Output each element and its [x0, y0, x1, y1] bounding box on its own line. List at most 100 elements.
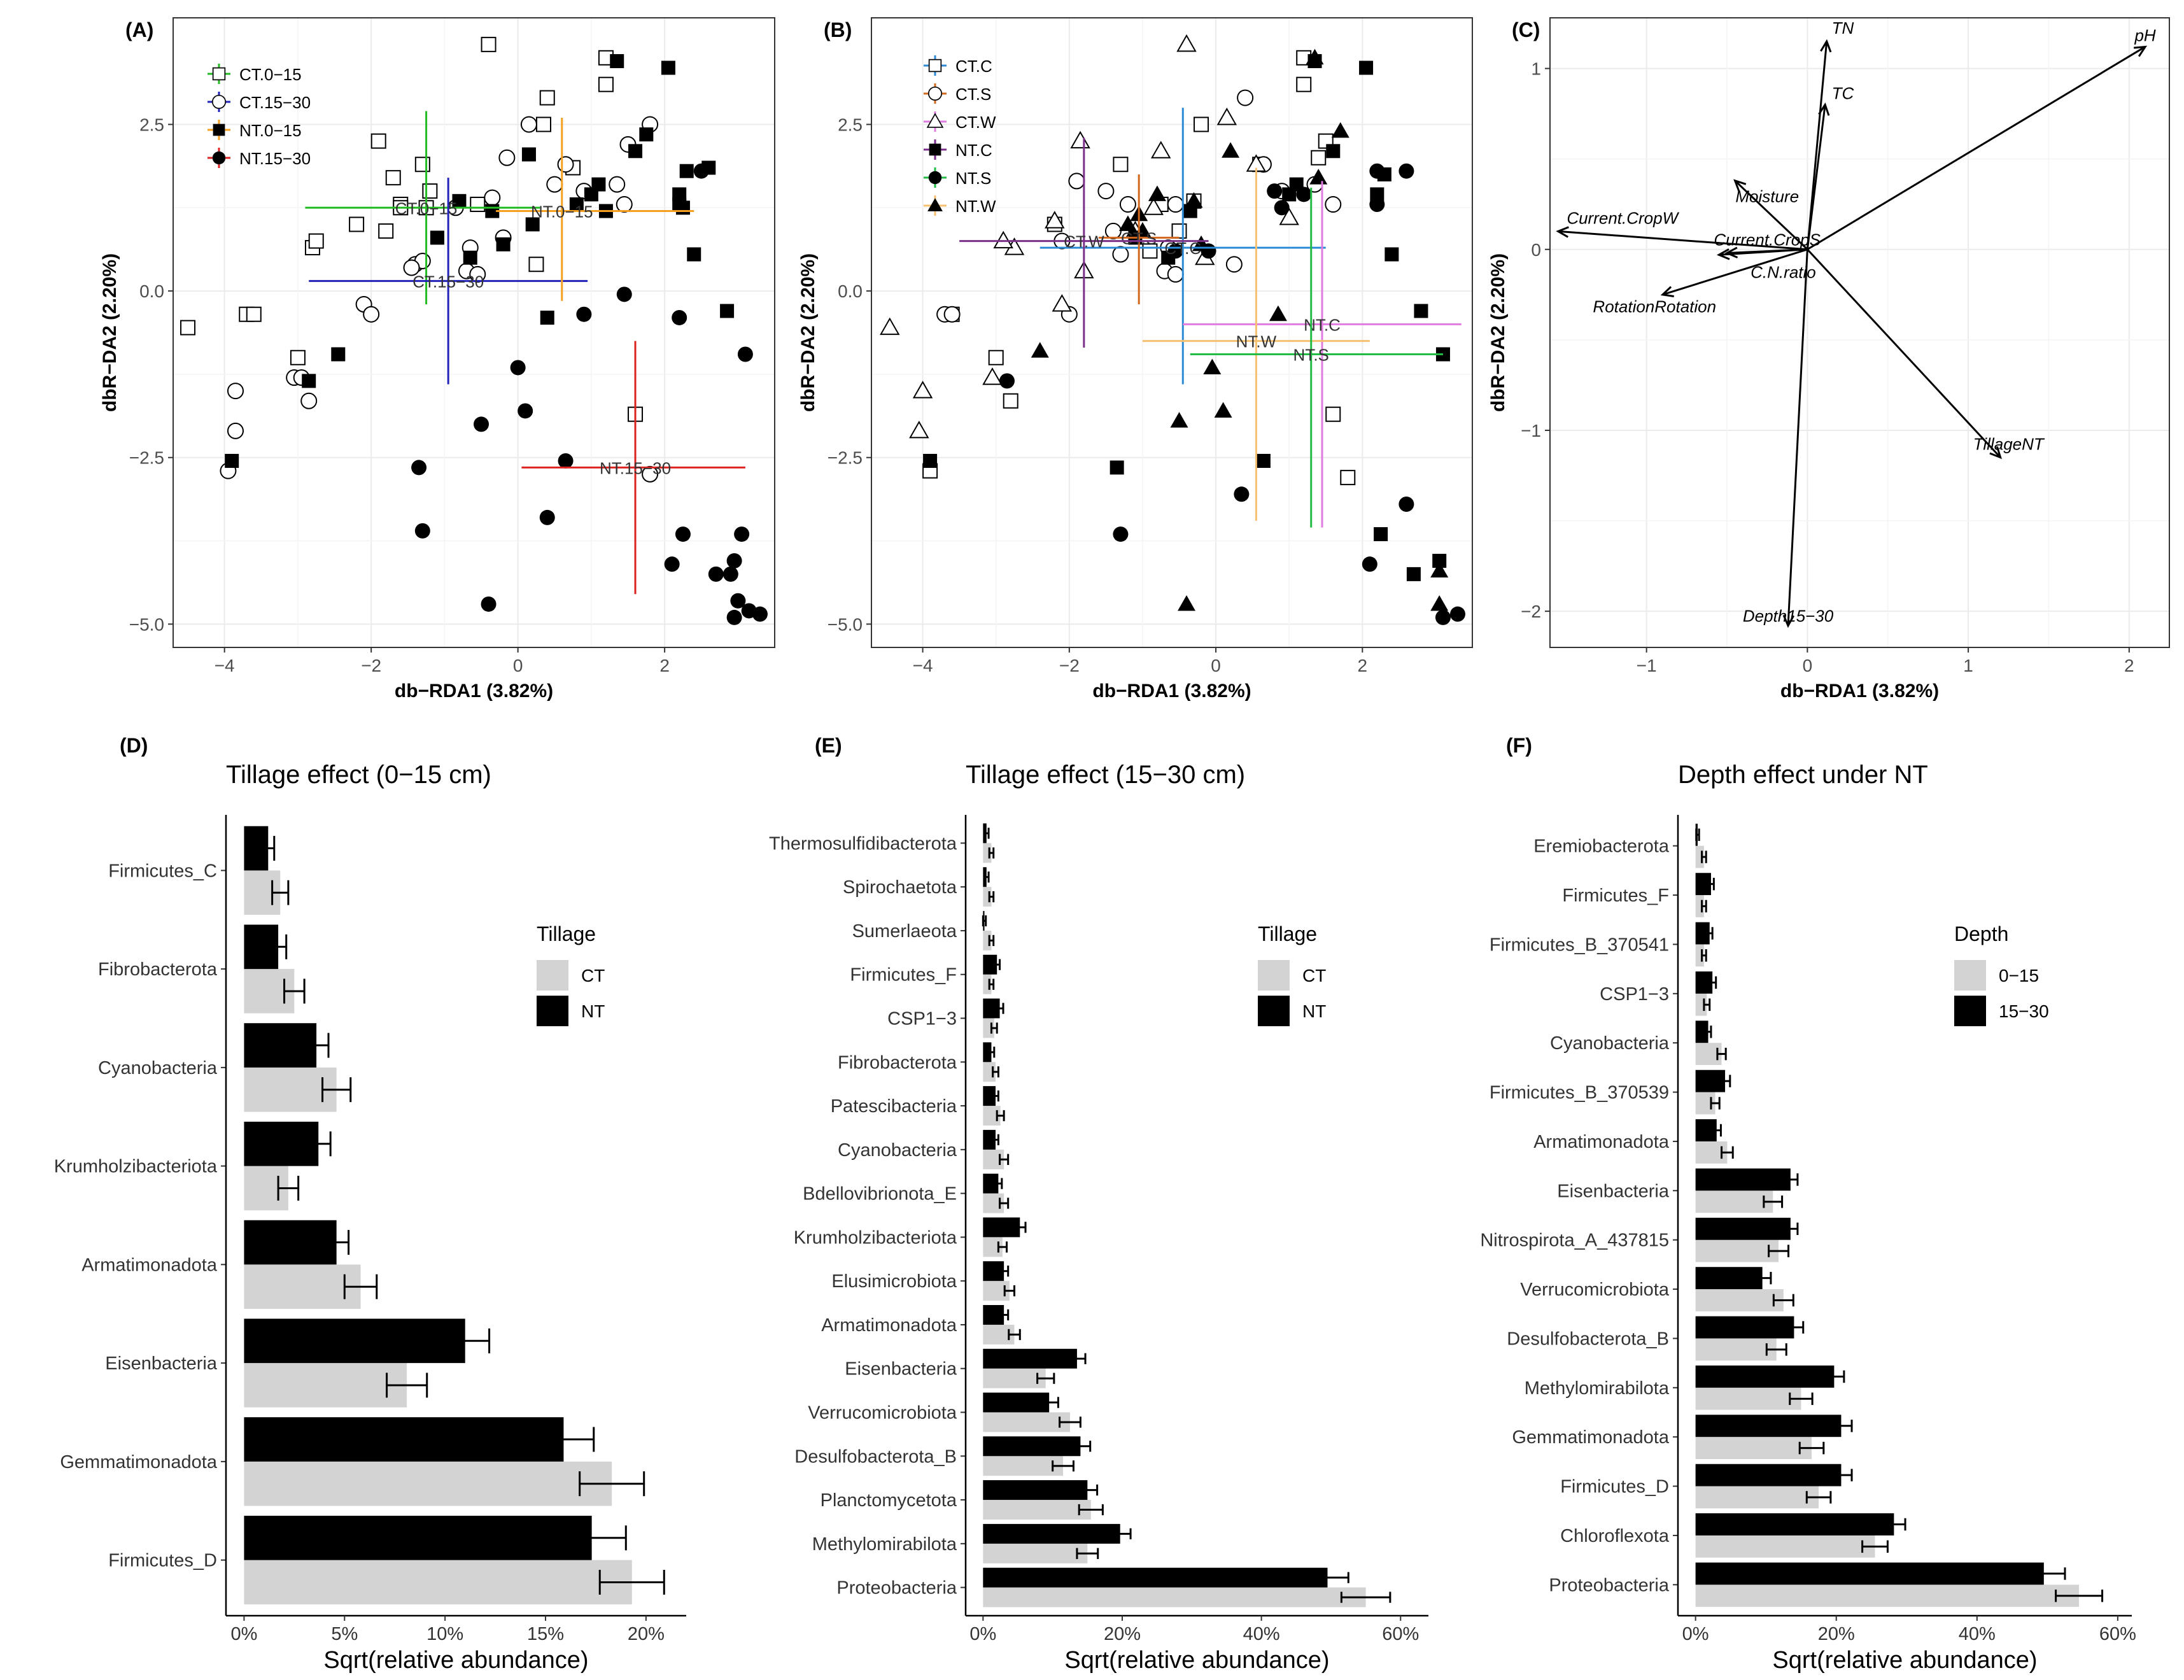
vector-label: Depth15−30: [1743, 607, 1834, 626]
category-label: Eisenbacteria: [105, 1353, 218, 1374]
bar-CT: [983, 1412, 1070, 1432]
data-point: [609, 176, 626, 193]
category-label: Proteobacteria: [1549, 1575, 1669, 1595]
x-tick-label: 5%: [331, 1624, 358, 1644]
x-tick-label: −4: [913, 656, 933, 675]
legend-marker-square-filled: [929, 143, 941, 156]
data-point: [687, 247, 701, 262]
data-point: [370, 133, 386, 149]
x-axis-label: Sqrt(relative abundance): [1064, 1647, 1329, 1674]
x-tick-label: 60%: [2099, 1624, 2136, 1644]
category-label: Methylomirabilota: [1525, 1378, 1670, 1399]
category-label: Fibrobacterota: [98, 959, 218, 980]
x-axis-label: db−RDA1 (3.82%): [395, 681, 553, 702]
vector-label: Moisture: [1735, 187, 1799, 206]
category-label: Sumerlaeota: [852, 921, 957, 942]
chart-title: Tillage effect (0−15 cm): [226, 761, 491, 789]
data-point: [403, 259, 420, 276]
x-axis-label: Sqrt(relative abundance): [323, 1647, 588, 1674]
centroid-NT.S: NT.S: [1190, 187, 1443, 528]
data-point: [1384, 247, 1399, 262]
category-label: Eisenbacteria: [845, 1359, 957, 1380]
bar-NT: [244, 1417, 564, 1462]
category-label: Planctomycetota: [821, 1490, 957, 1511]
data-point: [720, 304, 735, 318]
vector-label: TC: [1832, 83, 1854, 102]
vector-TC: TC: [1806, 83, 1854, 250]
vector-pH: pH: [1807, 25, 2156, 251]
bar-15−30: [1695, 1464, 1842, 1486]
x-tick-label: 20%: [1104, 1624, 1141, 1644]
x-tick-label: −2: [361, 656, 381, 675]
data-point: [672, 309, 687, 325]
centroid-CT.0−15: CT.0−15: [305, 111, 540, 305]
data-point: [1151, 141, 1171, 159]
data-point: [1359, 60, 1374, 75]
category-label: Eremiobacterota: [1533, 836, 1670, 857]
data-point: [1362, 556, 1377, 572]
data-point: [1296, 187, 1312, 202]
data-point: [1194, 116, 1209, 132]
data-point: [1325, 406, 1341, 422]
centroid-label: CT.15−30: [412, 272, 484, 291]
legend-key: [928, 59, 942, 73]
data-point: [557, 156, 574, 173]
bar-NT: [983, 1436, 1081, 1457]
data-point: [1398, 163, 1414, 179]
data-point: [1031, 342, 1049, 358]
category-label: Cyanobacteria: [1550, 1033, 1670, 1054]
y-tick-label: 1: [1531, 59, 1541, 79]
data-point: [430, 230, 444, 245]
data-point: [1234, 486, 1250, 502]
x-tick-label: 0%: [969, 1624, 996, 1644]
data-point: [463, 250, 477, 265]
data-point: [576, 306, 592, 322]
data-point: [1374, 527, 1388, 542]
data-point: [1449, 606, 1465, 622]
bar-CT: [244, 1363, 407, 1408]
vector-arrowhead: [1782, 614, 1795, 628]
legend-label: NT: [581, 1001, 605, 1021]
data-point: [484, 189, 501, 206]
data-point: [1068, 173, 1085, 190]
data-point: [584, 187, 598, 202]
data-point: [1398, 496, 1414, 512]
data-point: [708, 566, 724, 582]
legend-marker-square-open: [212, 67, 226, 81]
x-tick-label: 0%: [230, 1624, 257, 1644]
data-point: [1104, 222, 1122, 239]
legend-marker-triangle-open: [926, 113, 944, 128]
data-point: [1435, 609, 1451, 625]
data-point: [1279, 207, 1299, 225]
vector-arrowhead: [2134, 45, 2148, 57]
panel-label: (B): [824, 18, 852, 41]
x-tick-label: 0: [513, 656, 523, 675]
y-tick-label: −1: [1521, 421, 1541, 441]
data-point: [912, 381, 933, 399]
panel-E: Thermosulfidibacterota Spirochaetota Sumer…: [769, 734, 1428, 1674]
x-tick-label: 60%: [1382, 1624, 1419, 1644]
category-label: Verrucomicrobiota: [1520, 1280, 1670, 1300]
centroid-label: CT.0−15: [395, 199, 458, 218]
data-point: [1112, 246, 1129, 263]
data-point: [308, 233, 324, 249]
bar-NT: [983, 1567, 1328, 1588]
data-point: [726, 609, 742, 625]
bar-0−15: [1695, 1289, 1784, 1311]
point-group-3: [411, 163, 768, 625]
bar-CT: [244, 1560, 632, 1605]
legend-label: NT.S: [955, 169, 991, 188]
legend-label: NT.0−15: [239, 121, 302, 140]
data-point: [943, 306, 961, 323]
panel-label: (A): [125, 18, 153, 41]
data-point: [469, 265, 486, 283]
vector-label: Current.CropS: [1714, 230, 1821, 250]
data-point: [1143, 197, 1164, 215]
category-label: Fibrobacterota: [838, 1052, 957, 1073]
data-point: [1097, 183, 1115, 200]
vector-arrowhead: [1724, 246, 1738, 258]
vector-arrowhead: [1989, 446, 2002, 460]
bar-0−15: [1695, 1338, 1777, 1361]
bar-0−15: [1695, 1190, 1773, 1213]
data-point: [734, 526, 750, 542]
